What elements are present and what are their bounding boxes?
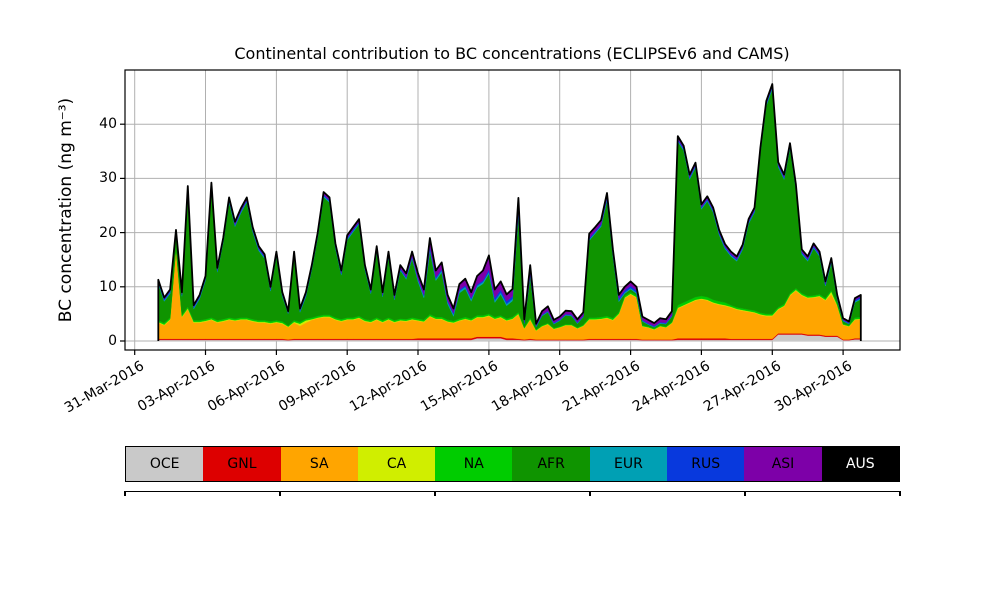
total-line [157,83,862,341]
y-tick-label: 0 [108,333,117,349]
legend-axis-tick [899,491,901,496]
legend-axis-line [125,491,900,492]
legend-item-SA: SA [280,447,358,481]
legend-item-OCE: OCE [126,447,204,481]
y-tick-label: 20 [99,224,117,241]
legend-axis-tick [124,491,126,496]
legend-item-NA: NA [435,447,513,481]
legend-item-CA: CA [357,447,436,481]
legend-axis-tick [279,491,281,496]
legend-item-RUS: RUS [667,447,745,481]
legend-item-AUS: AUS [821,447,899,481]
legend-item-EUR: EUR [589,447,668,481]
legend: OCE GNL SA CA NA AFR EUR RUS ASI AUS [125,446,900,482]
chart-title: Continental contribution to BC concentra… [234,44,790,63]
plot-frame [124,69,901,351]
legend-item-GNL: GNL [203,447,281,481]
legend-axis-tick [744,491,746,496]
legend-item-ASI: ASI [744,447,822,481]
y-tick-label: 40 [99,116,117,133]
y-tick-label: 10 [99,278,117,295]
legend-axis-tick [589,491,591,496]
y-tick-label: 30 [99,170,117,187]
legend-axis-tick [434,491,436,496]
legend-item-AFR: AFR [512,447,590,481]
